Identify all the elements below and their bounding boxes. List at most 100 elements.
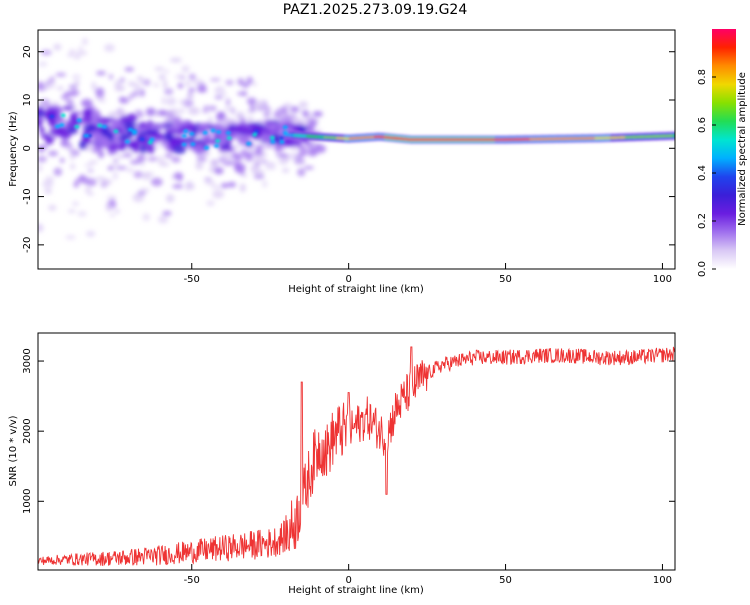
spectral-blob — [139, 144, 147, 154]
spectral-blob — [164, 153, 174, 159]
spectral-blob — [150, 177, 163, 187]
spectral-blob — [262, 179, 268, 188]
spectral-blob — [255, 148, 263, 154]
spectral-blob — [106, 195, 117, 200]
colorbar-tick-label: 0.6 — [697, 117, 708, 133]
spectral-blob — [162, 211, 172, 216]
spectral-blob — [38, 223, 44, 233]
spectral-blob — [147, 156, 158, 162]
spectral-blob — [175, 73, 184, 80]
spectral-blob — [242, 136, 251, 144]
spectral-blob — [118, 133, 130, 142]
spectral-blob — [57, 23, 62, 28]
spectral-blob — [75, 178, 80, 183]
spectral-blob — [142, 213, 151, 222]
ridge-knot — [124, 139, 130, 144]
spectral-blob — [177, 174, 183, 183]
spectral-blob — [196, 138, 203, 143]
spectral-blob — [154, 66, 165, 71]
spectral-blob — [73, 80, 80, 86]
ridge-knot — [127, 127, 133, 132]
spectral-blob — [179, 108, 185, 114]
snr-x-label: Height of straight line (km) — [288, 585, 424, 596]
spectral-blob — [172, 184, 184, 189]
spectral-blob — [109, 198, 116, 206]
spectral-blob — [206, 200, 215, 207]
spectral-blob — [254, 144, 265, 150]
spectral-blob — [242, 82, 249, 88]
ridge-core — [672, 134, 675, 138]
spectral-blob — [120, 77, 125, 83]
spectral-blob — [201, 108, 210, 114]
spectral-blob — [216, 112, 227, 119]
spectral-blob — [154, 110, 159, 118]
spectral-blob — [136, 75, 143, 81]
spectral-blob — [273, 144, 283, 153]
spectral-blob — [67, 209, 76, 213]
x-tick-label: -50 — [184, 575, 200, 586]
spectral-blob — [161, 121, 168, 127]
spectral-blob — [73, 55, 81, 60]
spectral-blob — [75, 50, 88, 56]
y-tick-label: 20 — [22, 45, 33, 58]
spectral-blob — [215, 136, 229, 146]
spectral-blob — [232, 125, 243, 133]
spectral-blob — [173, 130, 185, 135]
spectral-blob — [297, 168, 306, 177]
spectrogram-marks — [38, 23, 675, 240]
spectral-blob — [272, 133, 282, 142]
x-tick-label: -50 — [184, 274, 200, 285]
spectral-blob — [295, 158, 303, 166]
spectral-blob — [165, 96, 177, 106]
spectral-blob — [214, 167, 224, 175]
spectral-blob — [115, 165, 128, 171]
spectral-blob — [171, 156, 181, 163]
spectral-blob — [100, 181, 107, 189]
spectral-blob — [44, 188, 52, 194]
spectral-blob — [97, 117, 111, 125]
spectral-blob — [196, 123, 209, 131]
colorbar-tick-label: 0.4 — [697, 165, 708, 181]
spectral-blob — [184, 80, 191, 87]
spectral-blob — [123, 120, 137, 130]
spectral-blob — [153, 83, 160, 87]
spectral-blob — [65, 235, 76, 240]
spectral-blob — [145, 107, 156, 117]
spectral-blob — [112, 171, 119, 181]
snr-x-ticks: -50 0 50 100 — [184, 564, 672, 586]
spectral-blob — [55, 126, 67, 136]
ridge-knot — [181, 142, 187, 147]
spectral-blob — [38, 155, 48, 163]
spectral-blob — [204, 177, 213, 182]
x-tick-label: 50 — [499, 575, 512, 586]
ridge-knot — [183, 129, 189, 134]
spectral-blob — [210, 185, 222, 189]
spectrogram-y-ticks: 20 10 0 -10 -20 — [22, 45, 675, 253]
ridge-knot — [210, 128, 216, 133]
spectral-blob — [45, 80, 51, 85]
spectral-blob — [87, 192, 95, 196]
ridge-knot — [189, 131, 195, 136]
ridge-knot — [74, 124, 80, 129]
spectral-blob — [311, 140, 317, 148]
spectral-blob — [317, 128, 322, 133]
spectral-blob — [45, 137, 54, 145]
ridge-knot — [190, 142, 196, 146]
colorbar-tick-label: 0.0 — [697, 261, 708, 277]
spectral-blob — [308, 121, 316, 130]
ridge-knot — [86, 133, 92, 138]
spectral-blob — [38, 110, 47, 118]
spectral-blob — [188, 87, 196, 93]
spectrogram-x-ticks: -50 0 50 100 — [184, 263, 672, 285]
spectral-blob — [111, 118, 121, 128]
spectral-blob — [128, 80, 133, 87]
spectral-blob — [238, 78, 244, 86]
spectral-blob — [137, 191, 147, 196]
spectral-blob — [286, 153, 299, 160]
spectral-blob — [136, 112, 144, 119]
spectral-blob — [134, 85, 142, 93]
spectral-blob — [243, 151, 253, 159]
ridge-knot — [149, 137, 155, 142]
ridge-knot — [204, 145, 210, 150]
ridge-knot — [226, 136, 232, 140]
